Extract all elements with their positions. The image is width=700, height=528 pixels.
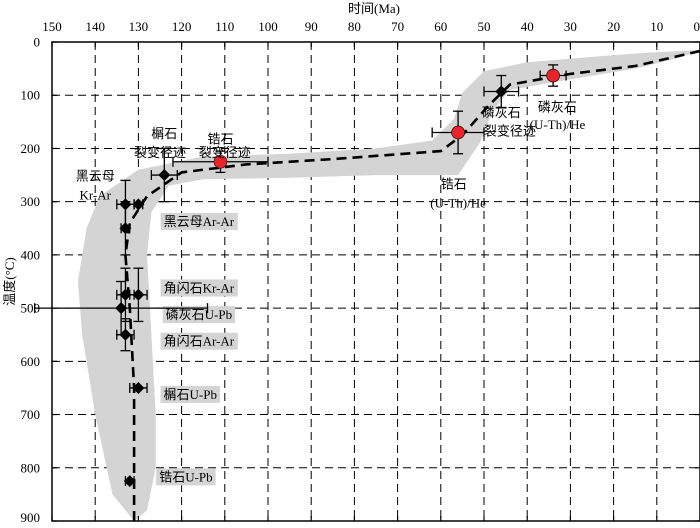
axis-ticks — [51, 41, 700, 522]
x-tick-label: 90 — [305, 19, 318, 34]
annotation-label: 榍石 — [151, 126, 177, 141]
annotation-label: 磷灰石U-Pb — [166, 307, 232, 322]
annotation-label: 锆石 — [441, 177, 467, 192]
data-point-circle — [213, 154, 228, 169]
x-tick-label: 20 — [607, 19, 620, 34]
y-tick-label: 0 — [34, 35, 41, 50]
y-axis-label: 温度(°C) — [2, 257, 17, 306]
x-tick-label: 120 — [172, 19, 192, 34]
x-tick-label: 30 — [564, 19, 577, 34]
annotation-background — [160, 279, 238, 297]
plot-frame — [51, 41, 700, 522]
y-tick-label: 100 — [21, 88, 41, 103]
thermal-envelope — [77, 50, 700, 521]
annotation-label: 榍石U-Pb — [164, 387, 217, 402]
data-point-diamond — [119, 328, 132, 341]
x-tick-label: 0 — [694, 19, 700, 34]
x-tick-label: 60 — [434, 19, 447, 34]
annotation-label: 裂变径迹 — [199, 145, 251, 160]
annotation-label: 黑云母 — [76, 169, 115, 184]
y-tick-labels: 0 100 200 300 400 500 600 700 800 900 — [21, 35, 41, 526]
annotation-label: 裂变径迹 — [134, 145, 186, 160]
x-tick-label: 10 — [650, 19, 663, 34]
data-point-diamond — [119, 288, 132, 301]
data-point-diamond — [132, 288, 145, 301]
annotation-background — [160, 212, 238, 230]
annotation-label: Kr-Ar — [79, 187, 111, 202]
y-tick-label: 600 — [21, 354, 41, 369]
annotation-label: 磷灰石 — [482, 105, 521, 120]
data-point-diamond — [495, 85, 508, 98]
y-tick-label: 800 — [21, 460, 41, 475]
data-point-diamond — [132, 198, 145, 211]
y-tick-label: 300 — [21, 194, 41, 209]
annotation-label: (U-Th)/He — [530, 117, 586, 132]
x-tick-label: 130 — [129, 19, 149, 34]
data-point-circle — [546, 68, 560, 83]
annotation-background — [156, 468, 216, 486]
y-tick-label: 400 — [21, 247, 41, 262]
y-tick-label: 900 — [21, 510, 41, 525]
annotation-label: 磷灰石 — [538, 100, 577, 115]
x-tick-labels: 150 140 130 120 110 100 90 80 70 60 50 40 30 20 10 0 — [42, 19, 700, 34]
annotation-label: 锆石 — [207, 131, 233, 146]
data-point-diamond — [115, 302, 128, 315]
annotation-background — [160, 385, 220, 403]
x-tick-label: 150 — [42, 19, 62, 34]
data-point-diamond — [132, 381, 145, 394]
data-point-diamond — [119, 198, 132, 211]
y-tick-label: 700 — [21, 407, 41, 422]
y-tick-label: 200 — [21, 141, 41, 156]
x-tick-label: 100 — [258, 19, 278, 34]
x-axis-label: 时间(Ma) — [348, 1, 400, 16]
annotation-label: 裂变径迹 — [484, 123, 536, 138]
annotations: 黑云母Kr-Ar黑云母Ar-Ar榍石裂变径迹锆石裂变径迹锆石(U-Th)/He磷… — [76, 100, 586, 485]
x-tick-label: 50 — [478, 19, 491, 34]
annotation-label: 角闪石Ar-Ar — [164, 334, 235, 349]
x-tick-label: 80 — [348, 19, 361, 34]
x-tick-label: 110 — [215, 19, 234, 34]
data-point-diamond — [119, 222, 132, 235]
annotation-label: (U-Th)/He — [430, 195, 486, 210]
data-point-diamond — [123, 475, 136, 488]
data-point-diamond — [158, 169, 171, 182]
data-point-circle — [451, 125, 465, 140]
annotation-background — [162, 306, 236, 324]
annotation-label: 黑云母Ar-Ar — [164, 214, 235, 229]
x-tick-label: 140 — [85, 19, 105, 34]
annotation-backgrounds — [156, 212, 238, 486]
data-markers — [115, 68, 560, 488]
x-tick-label: 40 — [521, 19, 534, 34]
annotation-background — [160, 332, 238, 350]
annotation-label: 锆石U-Pb — [159, 469, 212, 484]
annotation-label: 角闪石Kr-Ar — [164, 280, 235, 295]
x-tick-label: 70 — [391, 19, 404, 34]
y-tick-label: 500 — [21, 301, 41, 316]
